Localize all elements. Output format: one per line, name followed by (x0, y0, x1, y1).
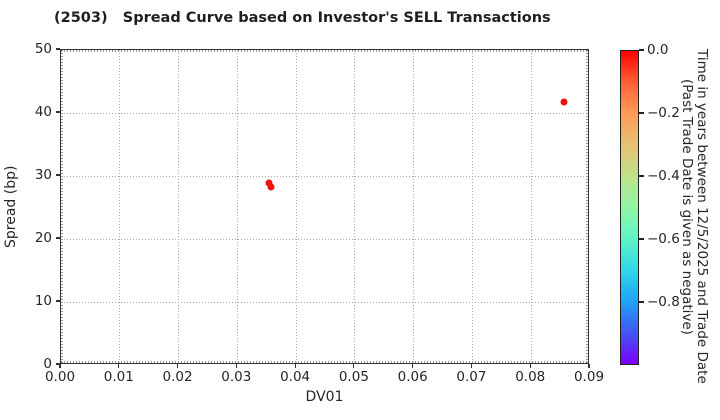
gridline-vertical (471, 50, 473, 363)
x-tick-mark (176, 364, 179, 368)
colorbar-tick-label: −0.6 (647, 231, 680, 247)
minor-ticks-top (61, 50, 588, 52)
colorbar-tick-label: −0.8 (647, 294, 680, 310)
x-tick-label: 0.04 (280, 369, 311, 385)
x-tick-label: 0.01 (103, 369, 134, 385)
minor-ticks-left (61, 50, 63, 363)
chart-title: (2503) Spread Curve based on Investor's … (54, 10, 551, 26)
colorbar-tick-mark (639, 49, 644, 51)
y-tick-label: 30 (34, 167, 52, 183)
gridline-vertical (295, 50, 297, 363)
gridline-vertical (413, 50, 415, 363)
x-tick-label: 0.09 (573, 369, 605, 385)
x-tick-mark (294, 364, 296, 368)
colorbar-label-line1: Time in years between 12/5/2025 and Trad… (694, 49, 710, 384)
y-axis-label: Spread (bp) (3, 165, 19, 248)
colorbar-tick-mark (639, 301, 644, 303)
gridline-horizontal (61, 175, 588, 177)
x-tick-label: 0.00 (44, 369, 76, 385)
colorbar-tick-label: −0.2 (647, 105, 680, 121)
y-tick-mark (56, 237, 60, 239)
x-tick-mark (412, 364, 414, 368)
x-tick-mark (588, 364, 590, 368)
minor-ticks-bottom (61, 361, 588, 363)
gridline-vertical (178, 50, 180, 363)
x-tick-mark (59, 364, 61, 368)
x-tick-label: 0.02 (162, 369, 193, 385)
x-tick-label: 0.03 (221, 369, 252, 385)
y-tick-label: 0 (43, 356, 52, 372)
gridline-vertical (354, 50, 356, 363)
x-tick-label: 0.06 (397, 369, 428, 385)
gridline-horizontal (61, 301, 588, 303)
gridline-horizontal (61, 112, 588, 114)
y-tick-label: 40 (34, 104, 52, 120)
plot-area (60, 49, 589, 364)
gridline-vertical (236, 50, 238, 363)
colorbar (620, 50, 639, 365)
x-tick-mark (529, 364, 531, 368)
gridline-horizontal (61, 238, 588, 240)
colorbar-tick-mark (639, 175, 644, 177)
data-point (560, 98, 568, 106)
data-point (267, 183, 275, 191)
x-tick-label: 0.05 (338, 369, 369, 385)
y-tick-label: 50 (34, 41, 52, 57)
x-tick-label: 0.07 (456, 369, 487, 385)
colorbar-tick-mark (639, 238, 644, 240)
y-tick-mark (56, 174, 60, 176)
x-tick-mark (118, 364, 120, 368)
x-tick-mark (235, 364, 237, 368)
y-tick-label: 20 (34, 230, 52, 246)
data-point (265, 179, 273, 187)
x-tick-mark (470, 364, 473, 368)
y-tick-mark (56, 111, 60, 113)
colorbar-label-line2: (Past Trade Date is given as negative) (679, 78, 695, 335)
y-tick-mark (56, 48, 60, 50)
minor-ticks-right (586, 50, 588, 363)
gridline-vertical (119, 50, 121, 363)
x-tick-label: 0.08 (515, 369, 546, 385)
gridline-vertical (530, 50, 532, 363)
colorbar-tick-mark (639, 112, 644, 114)
x-tick-mark (353, 364, 355, 368)
x-axis-label: DV01 (305, 389, 344, 405)
y-tick-mark (56, 363, 60, 365)
y-tick-label: 10 (34, 293, 52, 309)
colorbar-tick-label: −0.4 (647, 168, 680, 184)
y-tick-mark (56, 300, 60, 302)
colorbar-tick-label: 0.0 (647, 42, 669, 58)
